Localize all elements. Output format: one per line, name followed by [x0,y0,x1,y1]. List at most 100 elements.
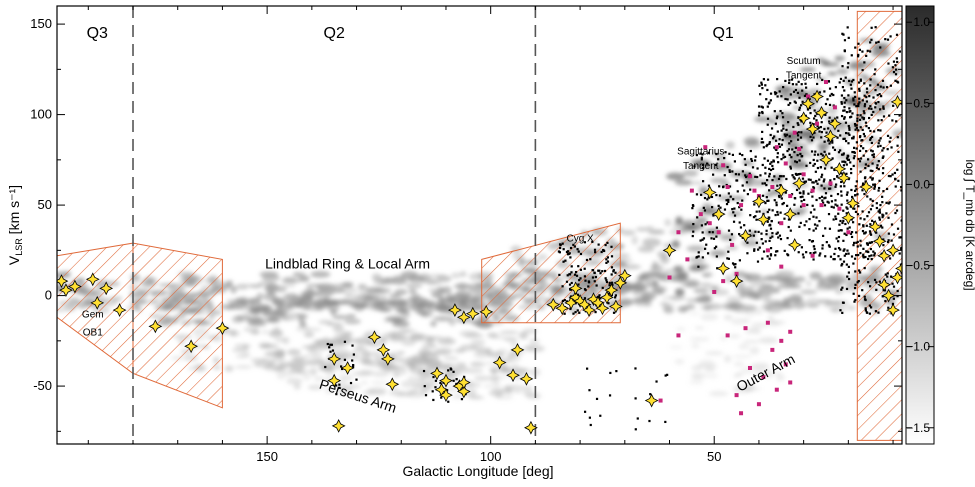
colorbar-ticks: 1.00.50.0−0.5−1.0−1.5 [906,15,934,435]
dot [762,250,766,253]
dot [761,194,765,197]
dot [567,250,570,253]
dot [850,54,853,57]
dot [776,250,779,253]
dot [871,150,874,153]
dot [608,394,612,397]
emission-blob [503,386,513,393]
dot [664,420,667,424]
emission-blob [339,377,354,381]
dot [894,211,897,215]
dot [858,223,861,226]
dot [857,253,860,257]
emission-blob [809,271,822,280]
yellow-star [57,274,69,289]
dot [801,89,804,92]
emission-blob [846,305,857,310]
dot [851,137,854,140]
dot [800,246,804,249]
emission-blob [664,218,672,227]
dot [741,199,744,202]
magenta-square [815,121,820,126]
dot [842,137,845,141]
dot [798,108,801,111]
emission-blob [401,338,416,347]
dot [769,253,773,256]
dot [700,224,703,227]
yellow-star [555,301,570,316]
emission-blob [730,317,748,325]
dot [865,125,868,128]
dot [861,189,864,192]
dot [881,149,884,152]
dot [798,225,801,228]
dot [869,105,872,108]
dot [868,255,871,258]
emission-blob [315,297,330,305]
dot [863,94,866,97]
annotation-label: Sagittarius [677,146,724,157]
dot [743,189,746,192]
dot [803,224,806,227]
dot [882,244,885,247]
yellow-star [836,171,851,185]
dot [578,279,581,282]
yellow-star [148,319,163,334]
emission-blob [428,378,437,384]
dot [563,299,566,302]
dot [788,81,791,85]
emission-blob [690,372,710,379]
dot [848,110,851,113]
emission-blob [278,360,292,367]
dot [731,262,735,265]
emission-blob [807,136,814,144]
magenta-square [801,172,806,177]
dot [601,286,604,289]
dot [795,188,799,192]
dot [808,106,811,110]
dot [599,414,602,417]
yellow-star [112,303,127,317]
dot [788,142,791,145]
magenta-square [716,230,721,235]
magenta-squares [658,80,851,416]
emission-blob [750,362,770,370]
dot [844,161,847,164]
dot [732,220,736,223]
dot [863,295,866,298]
dot [597,269,600,272]
dot [839,248,842,251]
magenta-square [756,402,761,407]
emission-blob [696,208,717,214]
dot [568,273,571,276]
dot [874,68,877,71]
dot [778,90,781,93]
dot [862,225,865,228]
dot [816,82,819,86]
dot [794,88,798,92]
dot [858,87,861,90]
dot [796,138,800,141]
dot [790,156,793,159]
dot [813,109,816,112]
dot [610,273,613,276]
dot [845,233,848,237]
dot [840,101,843,104]
dot [832,206,835,209]
dot [634,428,637,431]
dot [859,251,862,255]
yellow-star [367,330,382,345]
dot [869,241,872,245]
emission-blob [351,354,372,363]
dot [712,214,715,217]
dot [801,177,805,180]
dot [863,103,867,106]
dot [807,178,810,181]
magenta-square [734,271,739,276]
dot [782,201,785,205]
dot [846,275,849,278]
dot [869,285,872,288]
emission-blob [635,227,650,232]
dot [803,94,807,97]
dot [800,120,803,123]
